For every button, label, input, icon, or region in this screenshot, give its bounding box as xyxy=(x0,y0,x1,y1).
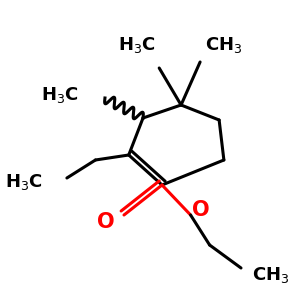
Text: H$_3$C: H$_3$C xyxy=(41,85,79,105)
Text: CH$_3$: CH$_3$ xyxy=(252,265,290,285)
Text: O: O xyxy=(192,200,210,220)
Text: H$_3$C: H$_3$C xyxy=(5,172,43,192)
Text: CH$_3$: CH$_3$ xyxy=(205,35,242,55)
Text: H$_3$C: H$_3$C xyxy=(118,35,155,55)
Text: O: O xyxy=(97,212,115,232)
